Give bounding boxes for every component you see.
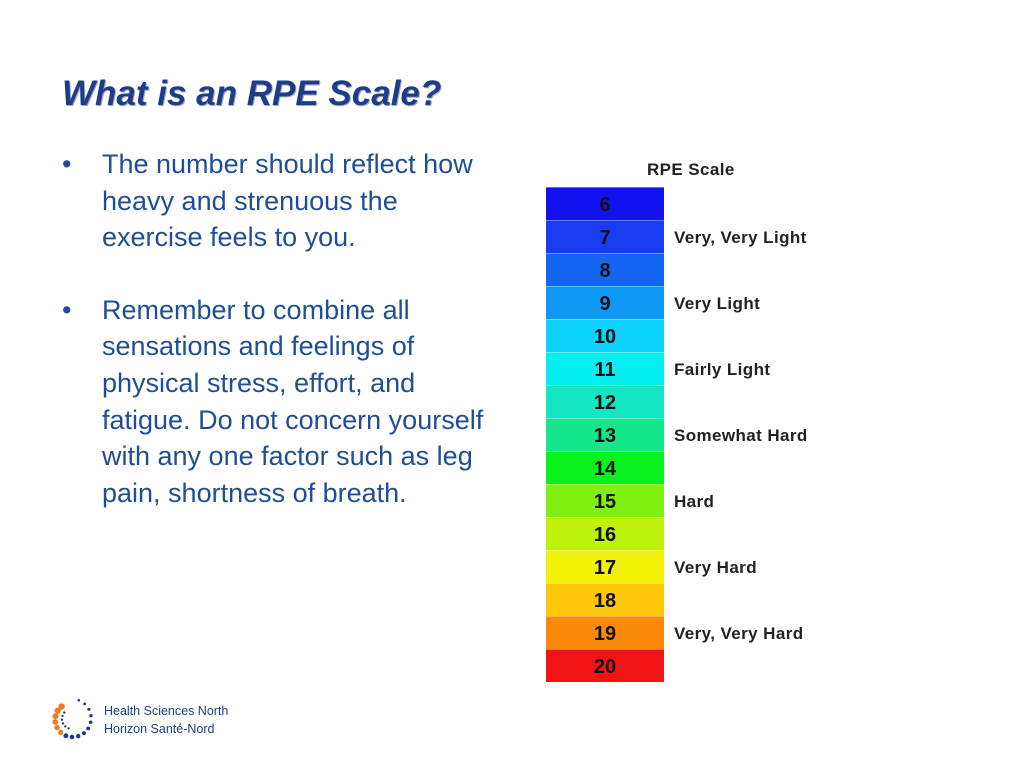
rpe-number-cell: 17	[546, 550, 664, 583]
logo-dot	[54, 724, 60, 731]
rpe-label: Very, Very Light	[674, 228, 807, 247]
logo-dot	[52, 719, 59, 725]
rpe-number-cell: 12	[546, 385, 664, 418]
rpe-row: 15 Hard	[546, 484, 714, 517]
logo-dot	[54, 707, 61, 714]
rpe-row: 12	[546, 385, 664, 418]
bullet-dot: •	[62, 294, 72, 325]
rpe-label: Very Hard	[674, 558, 757, 577]
rpe-number-cell: 9	[546, 286, 664, 319]
logo-text: Health Sciences North Horizon Santé-Nord	[104, 703, 228, 738]
logo-dot	[83, 702, 87, 706]
rpe-row: 7 Very, Very Light	[546, 220, 806, 253]
rpe-row: 9 Very Light	[546, 286, 760, 319]
rpe-number-cell: 10	[546, 319, 664, 352]
rpe-number-cell: 18	[546, 583, 664, 616]
rpe-row: 10	[546, 319, 664, 352]
rpe-label: Somewhat Hard	[674, 426, 808, 445]
rpe-row: 20	[546, 649, 664, 682]
logo-dot	[87, 707, 91, 711]
rpe-number-cell: 6	[546, 187, 664, 220]
logo-dot	[63, 711, 66, 714]
rpe-row: 13 Somewhat Hard	[546, 418, 807, 451]
logo-dot	[75, 733, 81, 739]
bullet-text: Remember to combine all sensations and f…	[102, 294, 484, 508]
rpe-scale-title: RPE Scale	[647, 160, 735, 179]
logo-dot	[81, 731, 86, 736]
bullet-item: • Remember to combine all sensations and…	[62, 292, 502, 512]
bullet-dot: •	[62, 149, 72, 179]
rpe-label: Fairly Light	[674, 360, 771, 379]
rpe-number-cell: 14	[546, 451, 664, 484]
logo-dot	[58, 703, 65, 710]
logo-dot	[58, 729, 64, 735]
rpe-number-cell: 16	[546, 517, 664, 550]
rpe-number-cell: 13	[546, 418, 664, 451]
logo-name-french: Horizon Santé-Nord	[104, 721, 215, 736]
bullet-list: • The number should reflect how heavy an…	[62, 146, 502, 547]
rpe-number-cell: 20	[546, 649, 664, 682]
rpe-row: 19 Very, Very Hard	[546, 616, 803, 649]
logo-dot	[60, 718, 64, 721]
logo-dot	[61, 722, 65, 725]
logo-dot	[64, 725, 67, 728]
logo-dot	[86, 726, 91, 731]
bullet-text: The number should reflect how heavy and …	[102, 149, 473, 253]
rpe-row: 6	[546, 187, 664, 220]
rpe-row: 17 Very Hard	[546, 550, 757, 583]
bullet-item: • The number should reflect how heavy an…	[62, 146, 502, 256]
logo-dot	[61, 714, 64, 718]
logo-name-english: Health Sciences North	[104, 704, 229, 718]
logo-dot	[52, 713, 59, 720]
rpe-number-cell: 15	[546, 484, 664, 517]
rpe-row: 14	[546, 451, 664, 484]
rpe-row: 8	[546, 253, 664, 286]
logo-dot	[88, 720, 93, 725]
rpe-label: Hard	[674, 492, 715, 511]
rpe-row: 18	[546, 583, 664, 616]
rpe-scale-table: 6 7 Very, Very Light 8 9 Very Light 10 11 Fairly…	[546, 187, 807, 682]
logo-dot	[89, 714, 93, 718]
logo-dot	[77, 698, 81, 702]
logo-dot	[69, 734, 75, 740]
rpe-number-cell: 19	[546, 616, 664, 649]
health-sciences-north-logo-icon	[52, 698, 93, 740]
rpe-number-cell: 8	[546, 253, 664, 286]
slide-title: What is an RPE Scale?	[62, 74, 442, 113]
rpe-label: Very Light	[674, 294, 761, 313]
logo-dot	[67, 727, 70, 730]
rpe-row: 16	[546, 517, 664, 550]
rpe-label: Very, Very Hard	[674, 624, 804, 643]
rpe-row: 11 Fairly Light	[546, 352, 770, 385]
rpe-number-cell: 7	[546, 220, 664, 253]
logo-dot	[63, 733, 69, 739]
rpe-number-cell: 11	[546, 352, 664, 385]
